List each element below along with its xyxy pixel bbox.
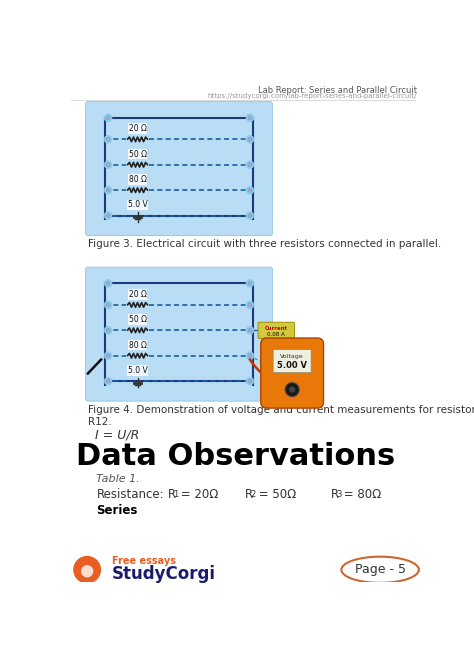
Text: 2: 2 — [251, 490, 256, 500]
Circle shape — [104, 161, 112, 169]
Circle shape — [246, 114, 254, 122]
Text: Figure 4. Demonstration of voltage and current measurements for resistor
R12.: Figure 4. Demonstration of voltage and c… — [88, 405, 474, 426]
FancyBboxPatch shape — [86, 101, 273, 235]
Text: 5.0 V: 5.0 V — [128, 366, 147, 375]
Circle shape — [246, 186, 254, 194]
Circle shape — [81, 565, 93, 577]
Circle shape — [248, 379, 252, 383]
Circle shape — [104, 352, 112, 360]
Text: 5.00 V: 5.00 V — [277, 361, 307, 370]
Circle shape — [248, 354, 252, 358]
Circle shape — [106, 354, 110, 358]
Text: 50 Ω: 50 Ω — [128, 315, 146, 324]
Text: 80 Ω: 80 Ω — [128, 341, 146, 349]
Circle shape — [104, 279, 112, 287]
Text: = 50Ω: = 50Ω — [255, 488, 296, 501]
Circle shape — [248, 328, 252, 332]
Circle shape — [246, 161, 254, 169]
Text: = 20Ω: = 20Ω — [177, 488, 219, 501]
Circle shape — [248, 116, 252, 120]
Circle shape — [246, 301, 254, 309]
Text: Page - 5: Page - 5 — [355, 563, 406, 576]
FancyBboxPatch shape — [258, 322, 294, 338]
Text: Voltage: Voltage — [280, 354, 304, 359]
Text: https://studycorgi.com/lab-report-series-and-parallel-circuit/: https://studycorgi.com/lab-report-series… — [208, 93, 417, 99]
Circle shape — [106, 328, 110, 332]
Circle shape — [106, 137, 110, 141]
Text: Current: Current — [265, 326, 288, 332]
Text: Series: Series — [96, 504, 138, 517]
Circle shape — [289, 387, 295, 392]
Circle shape — [104, 186, 112, 194]
Circle shape — [104, 212, 112, 220]
Circle shape — [246, 377, 254, 385]
Circle shape — [106, 303, 110, 307]
Circle shape — [106, 214, 110, 218]
Text: Data Observations: Data Observations — [76, 442, 395, 471]
Circle shape — [248, 214, 252, 218]
Circle shape — [246, 352, 254, 360]
Circle shape — [104, 326, 112, 334]
Circle shape — [104, 114, 112, 122]
Circle shape — [248, 281, 252, 285]
FancyBboxPatch shape — [261, 338, 324, 408]
Text: Free essays: Free essays — [112, 556, 176, 566]
Text: 50 Ω: 50 Ω — [128, 150, 146, 159]
Circle shape — [106, 188, 110, 192]
Text: = 80Ω: = 80Ω — [340, 488, 381, 501]
Circle shape — [246, 279, 254, 287]
Circle shape — [106, 116, 110, 120]
Circle shape — [248, 303, 252, 307]
Circle shape — [106, 281, 110, 285]
Circle shape — [246, 212, 254, 220]
Circle shape — [89, 559, 96, 566]
Text: 80 Ω: 80 Ω — [128, 175, 146, 184]
Text: Lab Report: Series and Parallel Circuit: Lab Report: Series and Parallel Circuit — [258, 86, 417, 95]
Text: R: R — [245, 488, 254, 501]
Text: R: R — [330, 488, 338, 501]
Circle shape — [104, 377, 112, 385]
Text: StudyCorgi: StudyCorgi — [112, 565, 216, 583]
Text: 20 Ω: 20 Ω — [128, 124, 146, 133]
Text: 1: 1 — [173, 490, 178, 500]
Circle shape — [78, 559, 86, 566]
Circle shape — [248, 163, 252, 167]
Circle shape — [73, 556, 101, 583]
Text: 3: 3 — [336, 490, 341, 500]
Circle shape — [248, 137, 252, 141]
Text: 5.0 V: 5.0 V — [128, 200, 147, 209]
Text: 0.08 A: 0.08 A — [267, 332, 285, 337]
Circle shape — [104, 135, 112, 143]
Text: Figure 3. Electrical circuit with three resistors connected in parallel.: Figure 3. Electrical circuit with three … — [88, 239, 441, 249]
Circle shape — [248, 188, 252, 192]
FancyBboxPatch shape — [86, 267, 273, 401]
Circle shape — [106, 163, 110, 167]
FancyBboxPatch shape — [273, 349, 311, 373]
Text: Resistance:: Resistance: — [96, 488, 164, 501]
Text: R: R — [168, 488, 176, 501]
Circle shape — [246, 135, 254, 143]
Text: Table 1.: Table 1. — [96, 474, 140, 484]
Circle shape — [246, 326, 254, 334]
Circle shape — [106, 379, 110, 383]
Circle shape — [285, 383, 299, 396]
Text: I = U/R: I = U/R — [95, 429, 139, 442]
Circle shape — [104, 301, 112, 309]
Text: 20 Ω: 20 Ω — [128, 290, 146, 299]
